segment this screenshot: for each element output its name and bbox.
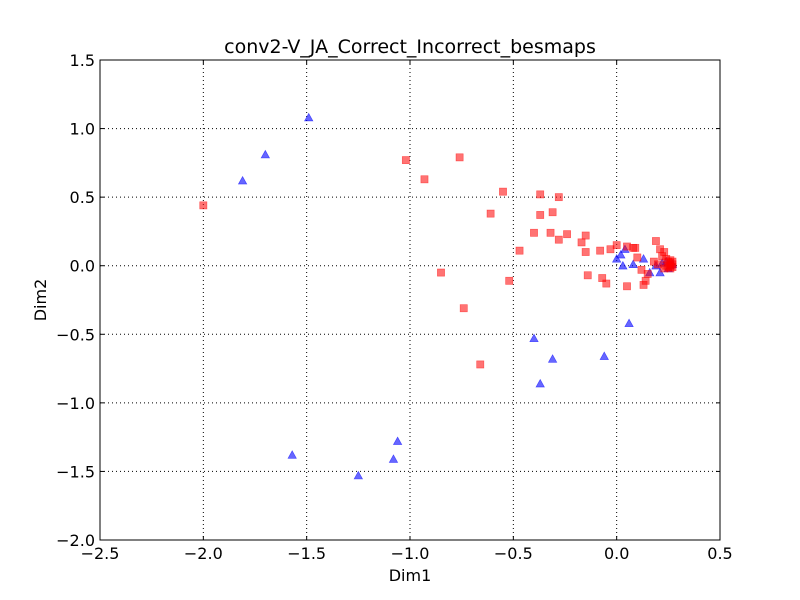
square-marker bbox=[631, 243, 640, 252]
square-marker bbox=[401, 156, 410, 165]
data-points bbox=[199, 112, 678, 480]
square-marker bbox=[476, 360, 485, 369]
square-marker bbox=[455, 153, 464, 162]
square-marker bbox=[652, 237, 660, 245]
square-marker bbox=[641, 276, 650, 285]
x-tick-label: −2.5 bbox=[81, 544, 120, 563]
square-marker bbox=[199, 201, 208, 210]
square-marker bbox=[546, 228, 555, 237]
square-marker bbox=[420, 175, 429, 184]
square-marker bbox=[643, 270, 652, 278]
x-tick-label: −1.0 bbox=[391, 544, 430, 563]
square-marker bbox=[623, 282, 631, 291]
square-marker bbox=[612, 241, 621, 250]
square-marker bbox=[554, 235, 563, 244]
triangle-marker bbox=[611, 254, 622, 263]
triangle-marker bbox=[529, 333, 539, 343]
square-marker bbox=[668, 263, 677, 271]
triangle-marker bbox=[392, 436, 403, 445]
y-tick-label: 0.5 bbox=[70, 188, 95, 207]
square-marker bbox=[505, 276, 514, 285]
triangle-marker bbox=[599, 351, 609, 360]
y-tick-label: −1.0 bbox=[56, 394, 95, 413]
square-marker bbox=[666, 256, 675, 265]
square-marker bbox=[581, 248, 590, 256]
x-tick-label: 0.0 bbox=[604, 544, 629, 563]
triangle-marker bbox=[287, 450, 297, 459]
triangle-marker bbox=[260, 149, 271, 159]
y-tick-label: 1.5 bbox=[70, 51, 95, 70]
square-marker bbox=[515, 246, 524, 255]
triangle-marker bbox=[353, 470, 364, 480]
y-tick-label: −1.5 bbox=[56, 462, 95, 481]
triangle-marker bbox=[304, 112, 314, 122]
triangle-marker bbox=[237, 175, 248, 185]
square-marker bbox=[583, 271, 592, 280]
square-marker bbox=[637, 265, 646, 274]
y-tick-label: 0.0 bbox=[70, 257, 95, 276]
triangle-marker bbox=[618, 260, 628, 270]
square-marker bbox=[536, 211, 545, 219]
triangle-marker bbox=[388, 454, 399, 463]
chart-title: conv2-V_JA_Correct_Incorrect_besmaps bbox=[224, 36, 596, 58]
square-marker bbox=[486, 209, 495, 218]
square-marker bbox=[598, 274, 607, 282]
square-marker bbox=[654, 260, 662, 269]
axis-ticks: −2.5 −2.0 −1.5 −1.0 −0.5 0.0 0.5−2.0−1.5−1.0−0… bbox=[56, 51, 733, 563]
x-tick-label: 0.5 bbox=[707, 544, 732, 563]
triangle-marker bbox=[616, 249, 626, 259]
x-tick-label: −1.5 bbox=[287, 544, 326, 563]
triangle-marker bbox=[547, 354, 558, 363]
triangle-marker bbox=[624, 318, 634, 327]
y-tick-label: 1.0 bbox=[70, 120, 95, 139]
y-axis-label: Dim2 bbox=[31, 279, 50, 322]
x-tick-label: −2.0 bbox=[184, 544, 223, 563]
square-marker bbox=[536, 190, 545, 199]
square-marker bbox=[554, 193, 563, 202]
square-marker bbox=[577, 238, 586, 247]
square-marker bbox=[602, 279, 611, 288]
x-tick-label: −0.5 bbox=[494, 544, 533, 563]
y-tick-label: −0.5 bbox=[56, 325, 95, 344]
triangle-marker bbox=[535, 378, 545, 388]
square-marker bbox=[563, 230, 571, 239]
triangle-marker bbox=[628, 259, 638, 269]
square-marker bbox=[459, 304, 468, 313]
square-marker bbox=[499, 187, 507, 196]
triangle-marker bbox=[638, 254, 649, 263]
x-axis-label: Dim1 bbox=[389, 566, 432, 585]
square-marker bbox=[530, 228, 538, 237]
square-marker bbox=[606, 245, 615, 254]
square-marker bbox=[660, 248, 669, 256]
square-marker bbox=[581, 231, 590, 240]
square-marker bbox=[437, 268, 445, 277]
square-marker bbox=[596, 246, 605, 255]
square-marker bbox=[548, 208, 557, 217]
square-marker bbox=[633, 253, 642, 262]
y-tick-label: −2.0 bbox=[56, 531, 95, 550]
